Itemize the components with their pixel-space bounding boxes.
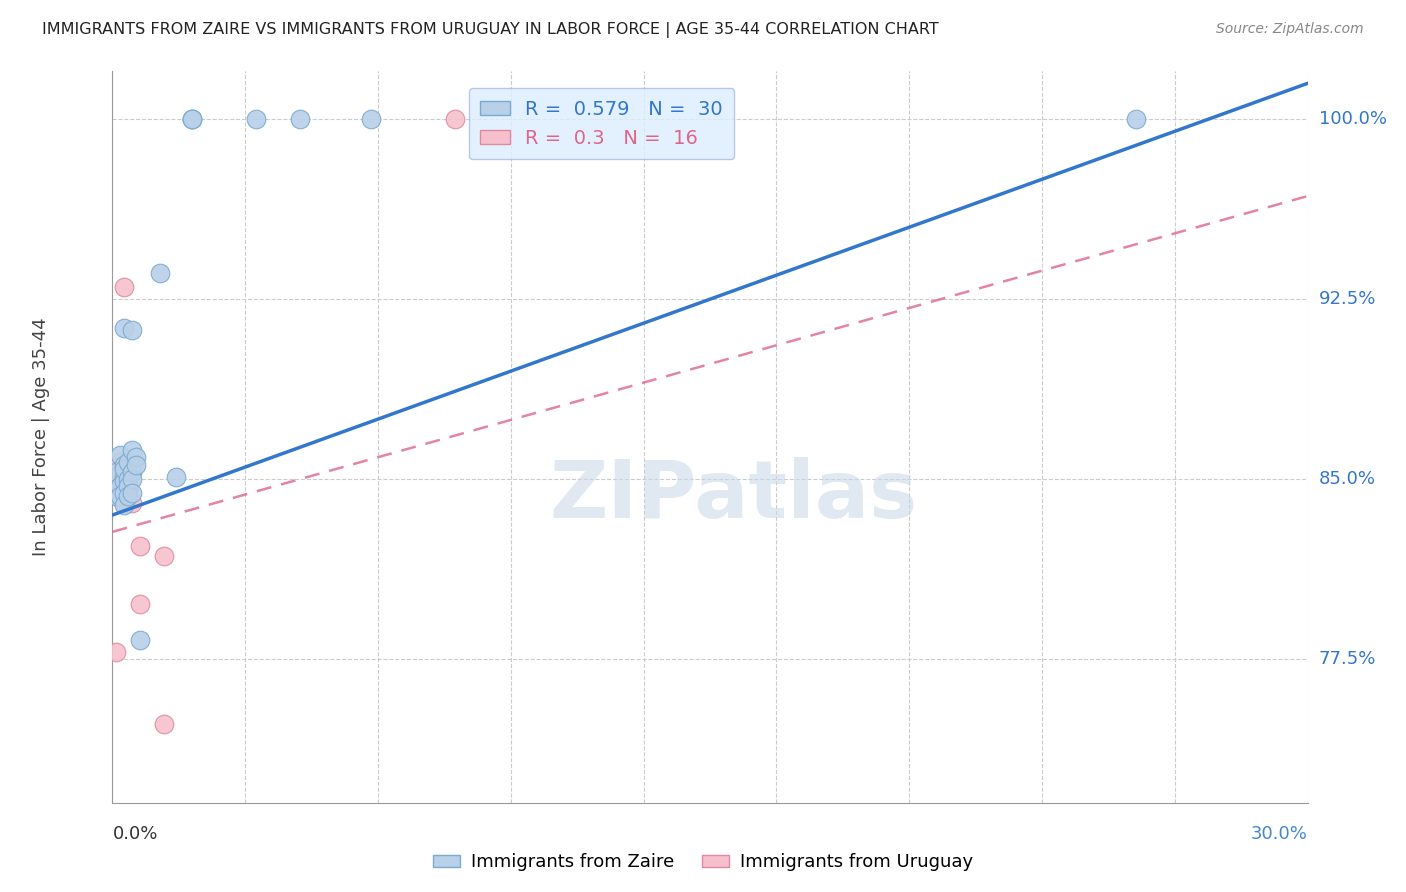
Point <box>121 443 143 458</box>
Point <box>110 448 132 462</box>
Legend: Immigrants from Zaire, Immigrants from Uruguay: Immigrants from Zaire, Immigrants from U… <box>426 847 980 879</box>
Point <box>129 597 152 611</box>
Point <box>110 479 132 493</box>
Text: 77.5%: 77.5% <box>1319 650 1376 668</box>
Point <box>117 482 139 496</box>
Text: 100.0%: 100.0% <box>1319 111 1386 128</box>
Point <box>288 112 311 127</box>
Point <box>121 323 143 337</box>
Point <box>114 496 135 510</box>
Point <box>110 455 132 469</box>
Point <box>181 112 204 127</box>
Point <box>360 112 382 127</box>
Point <box>114 321 135 335</box>
Text: In Labor Force | Age 35-44: In Labor Force | Age 35-44 <box>32 318 49 557</box>
Point <box>444 112 467 127</box>
Point <box>114 499 135 513</box>
Point <box>114 280 135 294</box>
Point <box>114 475 135 489</box>
Point <box>117 467 139 482</box>
Point <box>245 112 267 127</box>
Point <box>181 112 204 127</box>
Point <box>117 455 139 469</box>
Point <box>121 496 143 510</box>
Point <box>149 266 172 280</box>
Point <box>110 491 132 506</box>
Point <box>117 472 139 486</box>
Point <box>114 469 135 483</box>
Point <box>114 479 135 493</box>
Point <box>117 489 139 503</box>
Point <box>105 465 128 479</box>
Point <box>129 632 152 647</box>
Point <box>181 112 204 127</box>
Point <box>153 716 176 731</box>
Text: 0.0%: 0.0% <box>112 825 157 843</box>
Text: IMMIGRANTS FROM ZAIRE VS IMMIGRANTS FROM URUGUAY IN LABOR FORCE | AGE 35-44 CORR: IMMIGRANTS FROM ZAIRE VS IMMIGRANTS FROM… <box>42 22 939 38</box>
Text: 85.0%: 85.0% <box>1319 470 1375 488</box>
Point <box>105 645 128 659</box>
Text: 92.5%: 92.5% <box>1319 290 1376 308</box>
Point <box>125 450 148 465</box>
Point <box>121 465 143 479</box>
Point <box>110 479 132 493</box>
Text: 30.0%: 30.0% <box>1251 825 1308 843</box>
Point <box>125 458 148 472</box>
Point <box>121 486 143 500</box>
Point <box>153 549 176 563</box>
Point <box>165 469 187 483</box>
Point <box>117 479 139 493</box>
Point <box>105 489 128 503</box>
Point <box>1125 112 1147 127</box>
Point <box>121 472 143 486</box>
Point <box>105 479 128 493</box>
Text: Source: ZipAtlas.com: Source: ZipAtlas.com <box>1216 22 1364 37</box>
Point <box>114 486 135 500</box>
Point <box>117 479 139 493</box>
Point <box>129 539 152 553</box>
Text: ZIPatlas: ZIPatlas <box>550 457 918 534</box>
Point <box>114 458 135 472</box>
Point <box>114 462 135 476</box>
Point <box>110 489 132 503</box>
Legend: R =  0.579   N =  30, R =  0.3   N =  16: R = 0.579 N = 30, R = 0.3 N = 16 <box>468 88 734 160</box>
